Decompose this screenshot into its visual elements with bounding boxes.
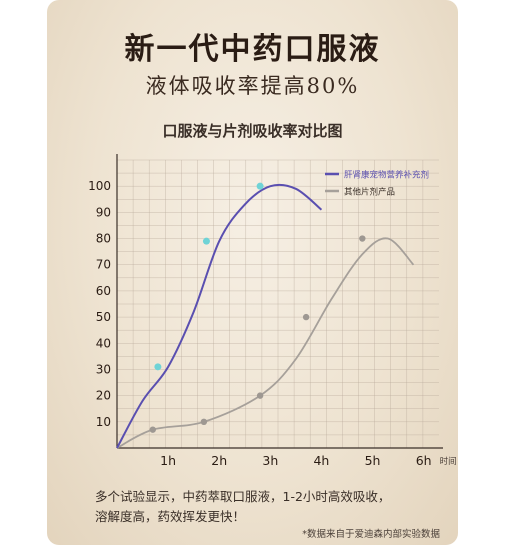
data-point bbox=[302, 313, 310, 321]
note-line-1: 多个试验显示，中药萃取口服液，1-2小时高效吸收， bbox=[95, 489, 391, 504]
data-point bbox=[200, 418, 208, 426]
y-tick-label: 90 bbox=[96, 205, 111, 219]
x-tick-label: 4h bbox=[313, 453, 329, 468]
data-point bbox=[202, 237, 210, 245]
data-point bbox=[256, 392, 264, 399]
data-source-note: *数据来自于爱迪森内部实验数据 bbox=[302, 529, 440, 540]
data-point bbox=[149, 426, 156, 433]
grid-lines bbox=[116, 159, 439, 449]
x-tick-label: 3h bbox=[262, 453, 278, 468]
y-tick-label: 20 bbox=[96, 389, 111, 403]
x-tick-label: 6h bbox=[416, 453, 432, 468]
series-line-oral-liquid bbox=[116, 183, 323, 449]
y-tick-label: 50 bbox=[96, 310, 111, 324]
x-tick-label: 1h bbox=[160, 453, 176, 468]
poster-card: 新一代中药口服液 液体吸收率提高80% 口服液与片剂吸收率对比图 10 20 30 4… bbox=[47, 0, 458, 545]
x-tick-label: 5h bbox=[365, 453, 381, 468]
poster-title: 新一代中药口服液 bbox=[124, 32, 381, 67]
data-point bbox=[256, 182, 264, 190]
x-tick-label: 2h bbox=[211, 453, 227, 468]
data-point bbox=[154, 363, 162, 371]
y-tick-label: 60 bbox=[96, 284, 111, 298]
y-tick-label: 100 bbox=[88, 179, 111, 193]
y-tick-label: 70 bbox=[96, 258, 111, 272]
legend-label: 肝肾康宠物营养补充剂 bbox=[344, 170, 429, 181]
y-tick-label: 80 bbox=[96, 232, 111, 246]
note-line-2: 溶解度高，药效挥发更快！ bbox=[95, 509, 246, 524]
y-tick-label: 10 bbox=[96, 415, 111, 429]
chart-title: 口服液与片剂吸收率对比图 bbox=[162, 122, 343, 140]
y-tick-label: 40 bbox=[96, 336, 111, 350]
data-point bbox=[359, 235, 366, 242]
legend-label: 其他片剂产品 bbox=[344, 187, 395, 198]
series-line-tablet bbox=[116, 237, 415, 449]
absorption-chart: 10 20 30 40 50 60 70 80 90 100 1h 2h 3h 4h 5h 6h 时间（h） 肝肾… bbox=[88, 154, 458, 468]
poster-subtitle: 液体吸收率提高80% bbox=[145, 74, 360, 98]
y-tick-label: 30 bbox=[96, 362, 111, 376]
x-axis-label: 时间（h） bbox=[440, 456, 458, 467]
